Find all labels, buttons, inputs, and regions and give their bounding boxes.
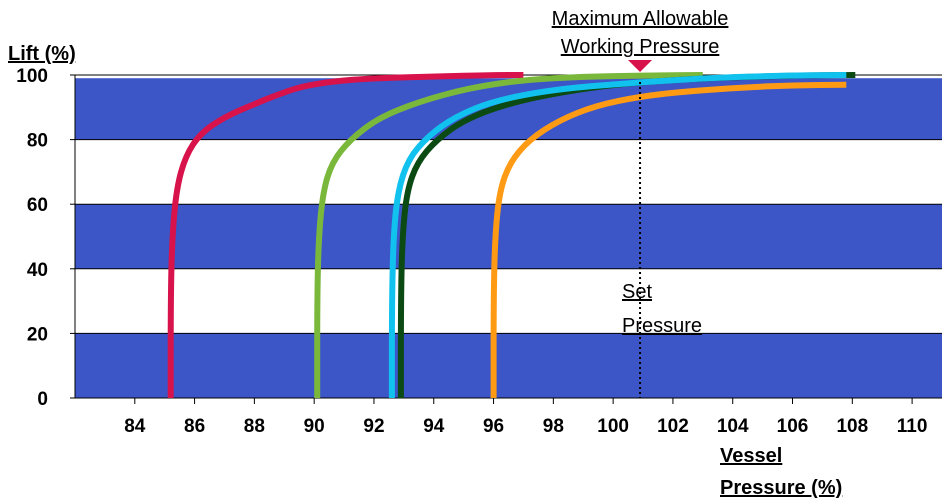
x-tick-label-100: 100 <box>597 416 629 437</box>
x-axis-title-line-2: Pressure (%) <box>720 477 842 499</box>
axis-titles: Lift (%) Vessel Pressure (%) <box>8 43 842 499</box>
y-tick-label-0: 0 <box>37 389 48 410</box>
y-tick-labels: 0 20 40 60 80 100 <box>16 66 48 410</box>
x-tick-label-98: 98 <box>543 416 564 437</box>
x-tick-label-92: 92 <box>363 416 384 437</box>
series-line-0 <box>167 72 524 398</box>
x-tick-label-94: 94 <box>423 416 445 437</box>
mawp-marker-triangle <box>628 60 653 72</box>
band-2 <box>75 78 942 140</box>
series-lines <box>167 72 856 399</box>
series-line-3 <box>388 72 847 398</box>
x-tick-label-88: 88 <box>244 416 265 437</box>
mawp-label-line-1: Maximum Allowable <box>552 8 729 30</box>
y-tick-label-20: 20 <box>27 324 48 345</box>
y-axis-title: Lift (%) <box>8 43 76 65</box>
y-tick-label-40: 40 <box>27 260 48 281</box>
band-0 <box>75 333 942 398</box>
mawp-label-line-2: Working Pressure <box>561 36 720 58</box>
x-tick-label-102: 102 <box>657 416 689 437</box>
x-tick-label-108: 108 <box>836 416 868 437</box>
background-bands <box>75 78 942 398</box>
x-tick-label-106: 106 <box>777 416 809 437</box>
x-tick-labels: 84 86 88 90 92 94 96 98 100 102 104 106 108 110 <box>124 416 927 437</box>
y-tick-label-80: 80 <box>27 131 48 152</box>
y-tick-label-100: 100 <box>16 66 48 87</box>
set-pressure-label-line-2: Pressure <box>622 315 702 337</box>
set-pressure-label-line-1: Set <box>622 281 652 303</box>
x-tick-label-110: 110 <box>897 416 928 437</box>
x-tick-label-90: 90 <box>304 416 325 437</box>
x-tick-label-96: 96 <box>483 416 504 437</box>
annotations: Maximum Allowable Working Pressure Set Pres… <box>552 8 729 398</box>
x-tick-label-104: 104 <box>717 416 749 437</box>
x-axis-title-line-1: Vessel <box>720 445 782 467</box>
series-line-4 <box>490 81 847 399</box>
x-tick-label-84: 84 <box>124 416 146 437</box>
y-tick-label-60: 60 <box>27 195 48 216</box>
series-line-1 <box>314 72 703 398</box>
x-tick-label-86: 86 <box>184 416 205 437</box>
band-1 <box>75 204 942 269</box>
